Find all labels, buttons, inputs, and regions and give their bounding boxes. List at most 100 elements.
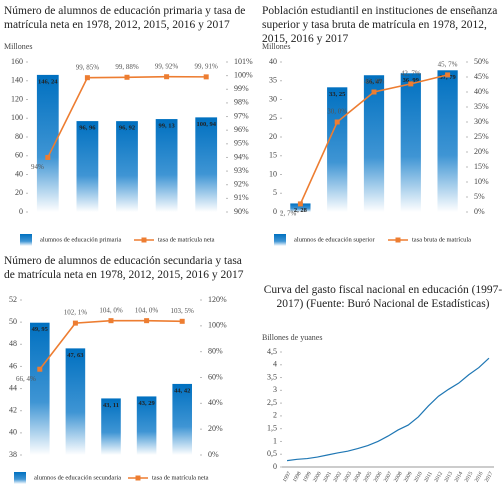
line-value-label: 45, 7% [438,61,458,69]
y-tick-label: 2 [273,411,277,420]
marker [445,72,451,78]
y2-tick-label: 20% [208,424,223,433]
bar [76,121,99,212]
legend-swatch [20,234,32,246]
y-tick-label: 80 [15,132,23,141]
chart-title: Población estudiantil en instituciones d… [262,5,498,45]
y2-tick-label: 99% [234,84,249,93]
y-tick-label: 0 [273,462,277,471]
y-tick-label: 60 [15,151,23,160]
x-tick-label: 2007 [383,471,394,484]
y2-tick-label: 20% [474,147,489,156]
bar-value-label: 99, 13 [158,123,175,130]
y-tick-label: 100 [11,113,23,122]
legend-label: tasa de matrícula neta [158,236,215,243]
line-value-label: 104, 0% [99,306,123,314]
y-tick-label: 44 [9,383,17,392]
y2-tick-label: 100% [208,321,227,330]
line-value-label: 99, 91% [195,62,219,70]
marker [84,75,90,81]
y-tick-label: 50 [9,317,17,326]
y-tick-label: 40 [269,57,277,66]
y-tick-label: 48 [9,339,17,348]
y-tick-label: 0,5 [267,449,277,458]
y-tick-label: 3 [273,385,277,394]
line-value-label: 94% [31,163,44,171]
y2-tick-label: 5% [474,192,485,201]
bar-value-label: 146, 24 [38,78,58,85]
marker [203,74,209,80]
y2-tick-label: 40% [474,87,489,96]
y2-tick-label: 90% [234,207,249,216]
marker [164,74,170,80]
bar [327,87,348,212]
y2-tick-label: 100% [234,70,253,79]
line-value-label: 102, 1% [64,309,88,317]
y-axis-label: Millones [4,42,32,51]
bar-value-label: 96, 96 [79,125,96,132]
y-tick-label: 42 [9,406,17,415]
x-tick-label: 2011 [423,471,434,484]
legend-swatch [135,475,141,481]
marker [144,318,150,324]
bar [30,322,50,455]
line-value-label: 66, 4% [16,375,36,383]
y2-tick-label: 97% [234,111,249,120]
legend-swatch [141,237,147,243]
y-tick-label: 0 [19,207,23,216]
line-value-label: 40, 0% [364,78,384,86]
y-axis-label: Billones de yuanes [262,333,322,342]
y-tick-label: 10 [269,169,277,178]
line-value-label: 103, 5% [171,307,195,315]
x-tick-label: 2005 [363,471,374,484]
legend-label: alumnos de educación superior [294,236,376,243]
y-tick-label: 25 [269,113,277,122]
y2-tick-label: 98% [234,98,249,107]
y-tick-label: 4 [273,360,277,369]
x-tick-label: 2006 [373,471,384,484]
y2-tick-label: 25% [474,132,489,141]
x-tick-label: 2012 [433,471,444,484]
y2-tick-label: 96% [234,125,249,134]
y2-tick-label: 35% [474,102,489,111]
y2-tick-label: 92% [234,180,249,189]
legend-label: tasa bruta de matrícula [412,236,471,243]
bar [400,73,421,212]
x-tick-label: 2004 [353,471,364,484]
x-tick-label: 2010 [413,471,424,484]
line-value-label: 104, 0% [135,306,159,314]
legend-swatch [395,237,401,243]
marker [408,81,414,87]
chart-title: Número de alumnos de educación primaria … [4,5,246,31]
bar [195,117,218,212]
y-tick-label: 5 [273,188,277,197]
bar [437,70,458,212]
bar-value-label: 33, 25 [329,91,346,98]
bar-value-label: 2, 28 [294,207,308,214]
legend-swatch [14,472,26,484]
y-tick-label: 46 [9,361,17,370]
bar [116,121,138,212]
y-axis-label: Millones [262,42,290,51]
legend-label: alumnos de educación secundaria [34,474,121,481]
y2-tick-label: 15% [474,162,489,171]
y2-tick-label: 80% [208,346,223,355]
line [286,357,490,462]
y-tick-label: 40 [15,169,23,178]
bar-value-label: 96, 92 [119,125,135,132]
y-tick-label: 4,5 [267,347,277,356]
y2-tick-label: 91% [234,193,249,202]
line-value-label: 42, 7% [401,70,421,78]
bar [36,74,59,213]
bar-value-label: 36, 99 [403,77,420,84]
y2-tick-label: 120% [208,295,227,304]
line-value-label: 2, 7% [280,210,297,218]
y2-tick-label: 101% [234,57,253,66]
bar-value-label: 43, 11 [103,402,119,409]
x-tick-label: 2000 [312,471,323,484]
line-value-label: 99, 88% [115,63,139,71]
chart-title: Curva del gasto fiscal nacional en educa… [263,284,503,310]
y2-tick-label: 45% [474,72,489,81]
